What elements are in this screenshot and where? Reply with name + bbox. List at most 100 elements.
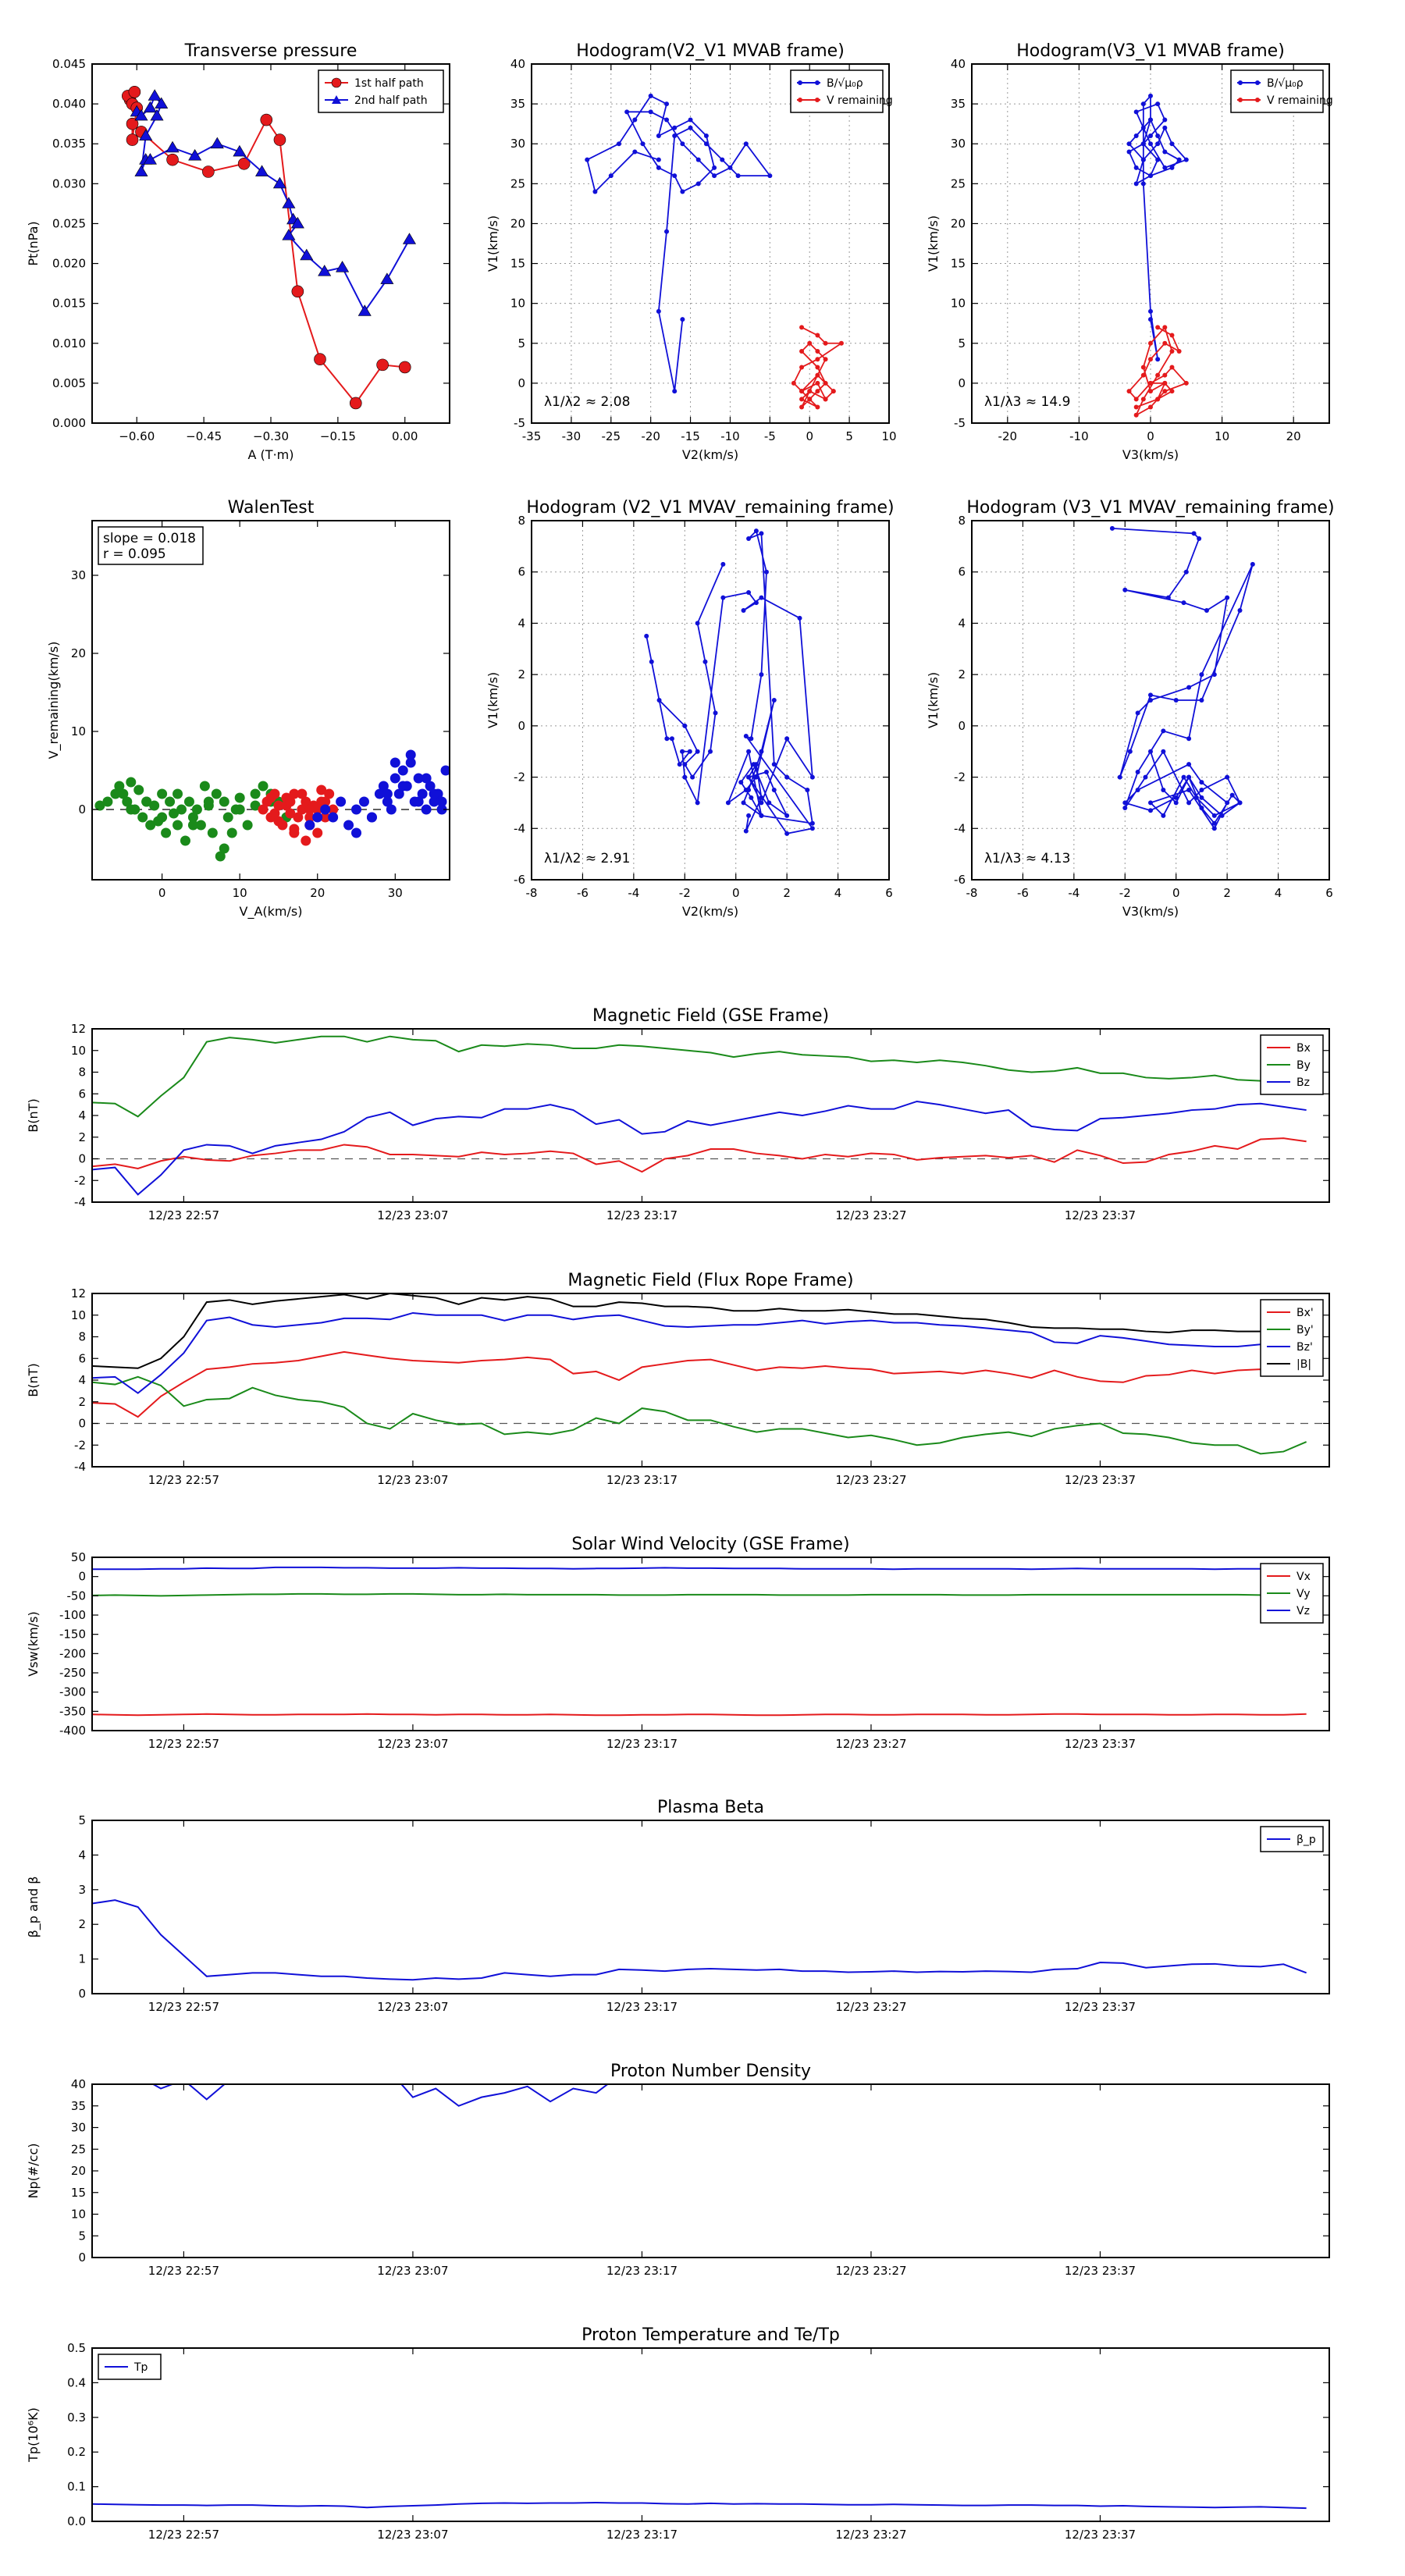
- legend: Vx Vy Vz: [1260, 1563, 1324, 1624]
- y-tick-label: 0.0: [67, 2514, 86, 2528]
- data-point: [161, 827, 172, 838]
- data-point: [324, 788, 335, 799]
- data-point: [632, 149, 638, 155]
- y-axis-label: Vsw(km/s): [26, 1611, 41, 1676]
- data-point: [1122, 800, 1128, 806]
- legend-label: Bz: [1297, 1076, 1310, 1089]
- data-point: [1140, 125, 1146, 130]
- y-tick-label: 30: [510, 137, 525, 151]
- legend: Bx' By' Bz' |B|: [1260, 1299, 1324, 1377]
- legend-label: 1st half path: [354, 77, 424, 90]
- x-tick-label: -10: [720, 429, 740, 443]
- data-point: [110, 788, 121, 799]
- data-point: [397, 781, 408, 792]
- data-point: [304, 812, 315, 823]
- data-point: [312, 827, 323, 838]
- data-point: [282, 197, 296, 208]
- data-point: [1148, 380, 1153, 386]
- data-point: [1186, 800, 1192, 806]
- legend-frame: [1260, 1299, 1324, 1377]
- y-tick-label: 0.035: [52, 137, 86, 151]
- y-tick-label: 12: [71, 1022, 86, 1036]
- data-point: [703, 141, 709, 147]
- data-point: [807, 397, 813, 402]
- y-tick-label: 0: [78, 802, 86, 817]
- chart-bgse: 12/23 22:57 12/23 23:07 12/23 23:17 12/23 2…: [26, 1006, 1330, 1222]
- data-point: [1140, 157, 1146, 162]
- data-point: [343, 820, 354, 831]
- data-point: [318, 265, 332, 276]
- series-line: [92, 1311, 1307, 1394]
- y-tick-label: 0: [518, 376, 525, 390]
- legend-marker: [331, 77, 342, 88]
- y-tick-label: 4: [78, 1848, 86, 1862]
- data-point: [336, 796, 347, 807]
- data-point: [376, 358, 389, 372]
- data-point: [173, 788, 183, 799]
- data-point: [1199, 795, 1204, 800]
- y-axis-label: V_remaining(km/s): [46, 642, 62, 760]
- x-tick-label: 12/23 23:37: [1065, 2264, 1136, 2278]
- y-tick-label: 15: [951, 257, 966, 271]
- legend-frame: [790, 69, 884, 113]
- y-tick-label: 0.1: [67, 2480, 86, 2494]
- data-point: [815, 372, 820, 378]
- data-point: [743, 828, 749, 834]
- x-tick-label: 30: [388, 886, 403, 900]
- y-tick-label: 0.025: [52, 216, 86, 230]
- data-point: [797, 615, 802, 621]
- data-point: [219, 796, 229, 807]
- y-tick-label: -200: [59, 1646, 86, 1660]
- data-point: [328, 812, 339, 823]
- data-point: [255, 165, 269, 176]
- y-tick-label: 10: [951, 297, 966, 311]
- data-point: [1169, 389, 1175, 394]
- series-line: [92, 1713, 1307, 1717]
- x-tick-label: 20: [310, 886, 325, 900]
- y-tick-label: 0: [78, 2250, 86, 2265]
- data-point: [1155, 397, 1161, 402]
- data-point: [695, 181, 701, 187]
- data-point: [293, 812, 304, 823]
- data-point: [258, 804, 269, 815]
- data-point: [250, 788, 261, 799]
- plot-frame: [91, 2083, 1330, 2258]
- data-point: [743, 734, 749, 738]
- data-point: [366, 812, 377, 823]
- plot-area: [1109, 525, 1255, 831]
- data-point: [746, 788, 752, 792]
- y-tick-label: 30: [951, 137, 966, 151]
- data-point: [807, 340, 813, 346]
- data-point: [809, 826, 815, 831]
- x-tick-label: -8: [526, 886, 538, 900]
- y-tick-label: 0.4: [67, 2375, 86, 2389]
- x-axis-label: V2(km/s): [682, 447, 738, 462]
- x-tick-label: 12/23 23:07: [377, 1208, 448, 1222]
- data-point: [187, 812, 198, 823]
- data-point: [809, 820, 815, 826]
- legend: Bx By Bz: [1260, 1034, 1324, 1095]
- data-point: [285, 808, 296, 819]
- data-point: [624, 109, 630, 115]
- legend-label: Bx: [1297, 1042, 1311, 1055]
- data-point: [169, 808, 180, 819]
- data-point: [688, 125, 693, 130]
- data-point: [767, 173, 773, 179]
- data-point: [1197, 536, 1202, 541]
- y-tick-label: 8: [78, 1066, 86, 1080]
- data-point: [1169, 141, 1175, 147]
- data-point: [1148, 133, 1153, 138]
- data-point: [386, 804, 397, 815]
- data-point: [1148, 308, 1153, 314]
- plot-area: [92, 2502, 1307, 2510]
- data-point: [1225, 800, 1230, 806]
- data-point: [741, 800, 746, 806]
- data-point: [672, 133, 678, 138]
- data-point: [749, 795, 754, 800]
- data-point: [815, 357, 820, 362]
- data-point: [703, 133, 709, 138]
- data-point: [1237, 800, 1243, 806]
- series-line: [92, 1566, 1307, 1571]
- x-tick-label: -8: [966, 886, 978, 900]
- x-tick-label: 4: [1275, 886, 1282, 900]
